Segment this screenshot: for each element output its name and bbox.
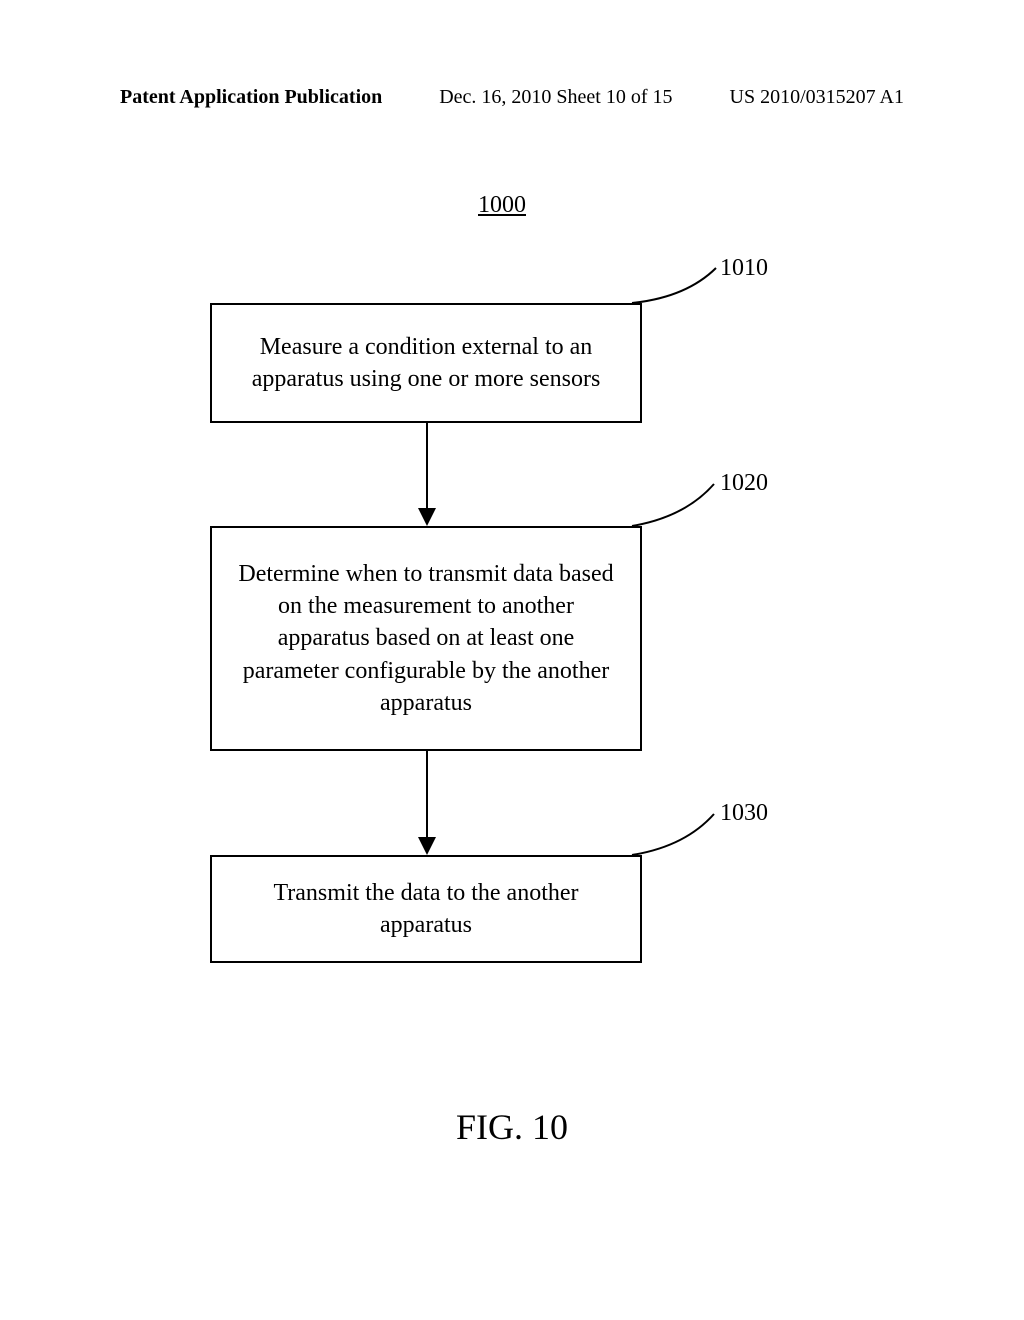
arrow-n1-n2 <box>426 423 428 508</box>
lead-line-1020 <box>628 480 718 530</box>
ref-label-1030: 1030 <box>720 800 768 827</box>
flow-box-n3: Transmit the data to the another apparat… <box>210 855 642 963</box>
figure-number: 1000 <box>478 192 526 219</box>
arrow-head-n1-n2 <box>418 508 436 526</box>
arrow-n2-n3 <box>426 751 428 837</box>
ref-label-1020: 1020 <box>720 470 768 497</box>
ref-label-1010: 1010 <box>720 255 768 282</box>
lead-line-1030 <box>628 810 718 859</box>
flow-box-n1: Measure a condition external to an appar… <box>210 303 642 423</box>
arrow-head-n2-n3 <box>418 837 436 855</box>
flowchart-diagram: 1000 Measure a condition external to an a… <box>0 0 1024 1320</box>
flow-box-n2: Determine when to transmit data based on… <box>210 526 642 751</box>
figure-caption: FIG. 10 <box>0 1106 1024 1148</box>
lead-line-1010 <box>628 264 720 307</box>
